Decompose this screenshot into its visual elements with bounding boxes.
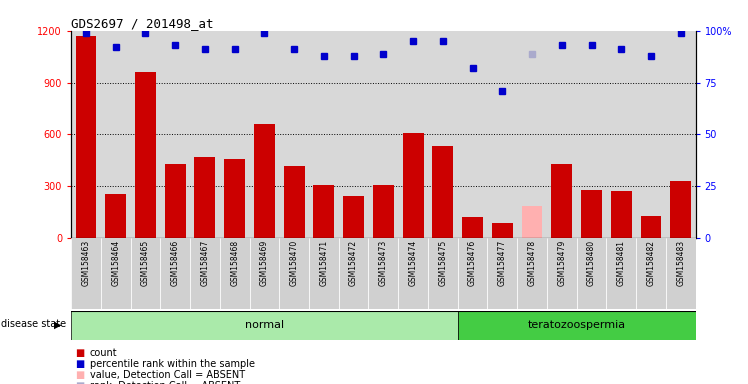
Bar [309, 238, 339, 309]
Text: count: count [90, 348, 117, 358]
Text: ■: ■ [75, 359, 84, 369]
Bar [313, 184, 334, 238]
Bar [666, 238, 696, 309]
Text: ■: ■ [75, 381, 84, 384]
Text: GSM158468: GSM158468 [230, 240, 239, 286]
Bar [135, 72, 156, 238]
Text: GSM158475: GSM158475 [438, 240, 447, 286]
Bar [101, 238, 131, 309]
Text: rank, Detection Call = ABSENT: rank, Detection Call = ABSENT [90, 381, 240, 384]
Bar [250, 238, 279, 309]
Text: ■: ■ [75, 370, 84, 380]
Text: disease state: disease state [1, 319, 66, 329]
Bar [76, 36, 96, 238]
Text: GSM158473: GSM158473 [378, 240, 388, 286]
Bar [488, 238, 517, 309]
Text: GSM158478: GSM158478 [527, 240, 536, 286]
Bar [547, 238, 577, 309]
Bar [458, 311, 696, 340]
Text: GSM158464: GSM158464 [111, 240, 120, 286]
Text: GSM158482: GSM158482 [646, 240, 655, 286]
Bar [71, 311, 458, 340]
Bar [521, 206, 542, 238]
Bar [581, 190, 602, 238]
Text: GSM158472: GSM158472 [349, 240, 358, 286]
Bar [611, 191, 632, 238]
Bar [160, 238, 190, 309]
Text: GSM158483: GSM158483 [676, 240, 685, 286]
Bar [432, 146, 453, 238]
Bar [339, 238, 369, 309]
Text: GSM158469: GSM158469 [260, 240, 269, 286]
Bar [551, 164, 572, 238]
Bar [492, 223, 512, 238]
Bar [194, 157, 215, 238]
Bar [165, 164, 186, 238]
Bar [428, 238, 458, 309]
Bar [398, 238, 428, 309]
Bar [283, 166, 304, 238]
Bar [670, 181, 691, 238]
Bar [462, 217, 483, 238]
Text: GSM158474: GSM158474 [408, 240, 417, 286]
Text: GDS2697 / 201498_at: GDS2697 / 201498_at [71, 17, 214, 30]
Bar [517, 238, 547, 309]
Bar [220, 238, 250, 309]
Text: GSM158479: GSM158479 [557, 240, 566, 286]
Text: GSM158477: GSM158477 [498, 240, 507, 286]
Bar [636, 238, 666, 309]
Bar [458, 238, 488, 309]
Text: GSM158466: GSM158466 [171, 240, 180, 286]
Bar [254, 124, 275, 238]
Text: ▶: ▶ [54, 319, 61, 329]
Text: GSM158465: GSM158465 [141, 240, 150, 286]
Text: GSM158470: GSM158470 [289, 240, 298, 286]
Text: GSM158481: GSM158481 [617, 240, 626, 286]
Bar [369, 238, 398, 309]
Text: percentile rank within the sample: percentile rank within the sample [90, 359, 255, 369]
Text: GSM158471: GSM158471 [319, 240, 328, 286]
Bar [279, 238, 309, 309]
Bar [373, 184, 393, 238]
Bar [224, 159, 245, 238]
Bar [71, 238, 101, 309]
Bar [105, 194, 126, 238]
Bar [190, 238, 220, 309]
Bar [577, 238, 607, 309]
Text: GSM158467: GSM158467 [200, 240, 209, 286]
Text: GSM158480: GSM158480 [587, 240, 596, 286]
Bar [640, 216, 661, 238]
Bar [343, 196, 364, 238]
Bar [131, 238, 160, 309]
Bar [607, 238, 636, 309]
Bar [402, 132, 423, 238]
Text: normal: normal [245, 320, 284, 331]
Text: teratozoospermia: teratozoospermia [527, 320, 626, 331]
Text: value, Detection Call = ABSENT: value, Detection Call = ABSENT [90, 370, 245, 380]
Text: GSM158463: GSM158463 [82, 240, 91, 286]
Text: GSM158476: GSM158476 [468, 240, 477, 286]
Text: ■: ■ [75, 348, 84, 358]
